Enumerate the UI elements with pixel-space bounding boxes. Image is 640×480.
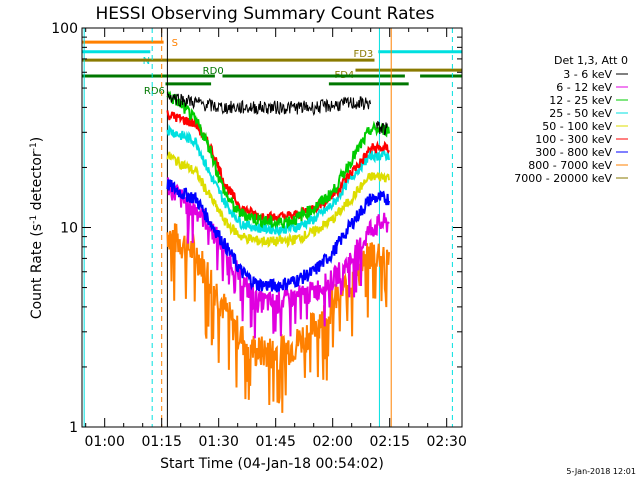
series-group	[166, 90, 390, 413]
x-tick-label: 02:00	[313, 434, 353, 450]
series-line	[166, 179, 390, 293]
y-axis-label-a: Count Rate (s	[29, 224, 45, 319]
x-tick-label: 01:30	[199, 434, 239, 450]
legend-label: 7000 - 20000 keV	[514, 172, 612, 185]
render-timestamp: 5-Jan-2018 12:01	[566, 467, 636, 476]
series-line	[166, 223, 390, 413]
legend-label: 50 - 100 keV	[542, 120, 612, 133]
series-line	[375, 120, 388, 136]
legend-label: 100 - 300 keV	[535, 133, 612, 146]
y-axis-label-sup2: -1	[29, 142, 39, 151]
legend-label: 12 - 25 keV	[549, 94, 612, 107]
x-tick-label: 01:15	[142, 434, 182, 450]
y-tick-label: 1	[69, 420, 78, 436]
y-axis-label-sup1: -1	[29, 215, 39, 224]
legend-label: 800 - 7000 keV	[528, 159, 612, 172]
axis-ticks: 01:00 01:15 01:30 01:45 02:00 02:15 02:30 1 10 10…	[51, 21, 467, 450]
y-tick-label: 10	[60, 221, 78, 237]
legend-label: 6 - 12 keV	[556, 81, 612, 94]
bar-label-rd6: RD6	[144, 86, 165, 97]
chart-title: HESSI Observing Summary Count Rates	[95, 4, 434, 24]
series-line	[166, 124, 390, 238]
attenuator-decimation-bars: SNFD3FD4RD0RD6	[82, 38, 462, 97]
x-tick-label: 01:00	[85, 434, 125, 450]
y-axis-label-b: detector	[29, 151, 45, 215]
x-tick-label: 02:30	[427, 434, 467, 450]
legend-title: Det 1,3, Att 0	[554, 54, 628, 67]
x-axis-label: Start Time (04-Jan-18 00:54:02)	[160, 456, 384, 472]
legend-label: 3 - 6 keV	[563, 68, 612, 81]
legend-label: 300 - 800 keV	[535, 146, 612, 159]
x-tick-label: 01:45	[256, 434, 296, 450]
x-tick-label: 02:15	[370, 434, 410, 450]
bar-label-fd3: FD3	[353, 49, 373, 60]
bar-label-s: S	[172, 38, 178, 49]
series-line	[166, 90, 390, 230]
y-axis-label: Count Rate (s-1 detector-1)	[29, 137, 45, 319]
y-axis-label-c: )	[29, 137, 45, 142]
y-tick-label: 100	[51, 21, 78, 37]
legend-label: 25 - 50 keV	[549, 107, 612, 120]
bar-label-rd0: RD0	[203, 66, 224, 77]
series-line	[166, 91, 371, 116]
series-line	[166, 176, 390, 339]
series-line	[166, 151, 390, 249]
